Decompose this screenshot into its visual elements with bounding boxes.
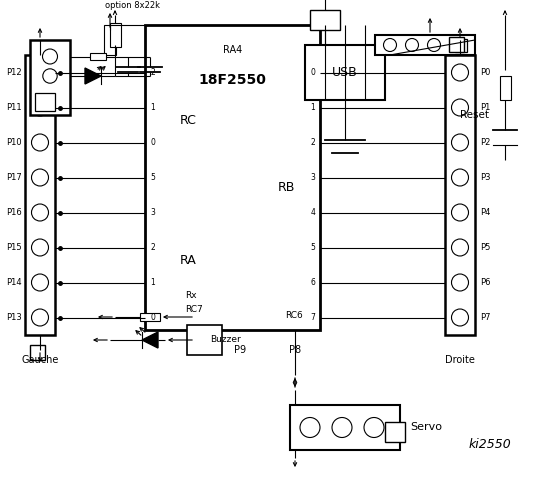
Bar [30,40,70,115]
Text: 1: 1 [150,278,155,287]
Text: Reset: Reset [460,110,489,120]
Text: 5: 5 [150,173,155,182]
Text: P17: P17 [6,173,22,182]
Circle shape [427,38,441,51]
Circle shape [300,418,320,437]
Circle shape [32,274,49,291]
Circle shape [405,38,419,51]
Bar [25,55,55,335]
Circle shape [32,239,49,256]
Text: 3: 3 [150,208,155,217]
Text: 0: 0 [310,68,315,77]
Text: P16: P16 [6,208,22,217]
Text: P4: P4 [480,208,491,217]
Circle shape [32,169,49,186]
Text: 1: 1 [310,103,315,112]
Bar [499,76,510,100]
Text: P5: P5 [480,243,491,252]
Polygon shape [142,332,158,348]
Text: RA: RA [180,253,197,266]
Circle shape [451,204,468,221]
Text: 2: 2 [150,243,155,252]
Text: Servo: Servo [410,422,442,432]
Circle shape [32,134,49,151]
Text: RB: RB [278,181,295,194]
Circle shape [451,239,468,256]
Text: RA4: RA4 [223,45,242,55]
Circle shape [32,204,49,221]
Bar [35,93,55,111]
Text: P12: P12 [7,68,22,77]
Text: P14: P14 [7,278,22,287]
Text: Gauche: Gauche [22,355,59,365]
Text: 3: 3 [310,173,315,182]
Text: Buzzer: Buzzer [210,335,241,344]
Bar [30,345,45,360]
Text: ki2550: ki2550 [468,439,512,452]
Circle shape [451,169,468,186]
Circle shape [451,309,468,326]
Text: option 8x22k: option 8x22k [105,1,160,10]
Circle shape [32,309,49,326]
Circle shape [43,69,57,83]
Text: 1: 1 [150,103,155,112]
Bar [310,10,340,30]
Text: P3: P3 [480,173,491,182]
Circle shape [451,99,468,116]
Circle shape [43,49,58,64]
Text: RC7: RC7 [185,305,203,314]
Text: RC6: RC6 [285,311,302,320]
Text: USB: USB [332,66,358,79]
Bar [305,45,385,100]
Text: P0: P0 [480,68,491,77]
Text: P2: P2 [480,138,491,147]
Text: P15: P15 [7,243,22,252]
Bar [140,313,160,321]
Circle shape [32,64,49,81]
Text: P9: P9 [234,345,246,355]
Bar [104,25,116,55]
Text: Rx: Rx [185,290,197,300]
Text: 2: 2 [310,138,315,147]
Text: 2: 2 [150,68,155,77]
Circle shape [32,99,49,116]
Text: 0: 0 [150,138,155,147]
Circle shape [451,274,468,291]
Bar [375,35,475,55]
Bar [145,25,320,330]
Text: 6: 6 [310,278,315,287]
Text: RC: RC [180,113,197,127]
Text: 5: 5 [310,243,315,252]
Bar [449,37,464,52]
Text: Droite: Droite [445,355,475,365]
Text: P1: P1 [480,103,491,112]
Text: 7: 7 [310,313,315,322]
Circle shape [451,134,468,151]
Text: P10: P10 [7,138,22,147]
Text: P13: P13 [6,313,22,322]
Bar [109,23,121,47]
Text: 4: 4 [310,208,315,217]
Bar [455,39,467,51]
Circle shape [332,418,352,437]
Polygon shape [85,68,101,84]
Bar [187,325,222,355]
Text: 18F2550: 18F2550 [199,73,267,87]
Text: P7: P7 [480,313,491,322]
Bar [290,405,400,450]
Bar [90,53,106,60]
Circle shape [451,64,468,81]
Text: P11: P11 [7,103,22,112]
Bar [385,422,405,442]
Text: P6: P6 [480,278,491,287]
Text: 0: 0 [150,313,155,322]
Circle shape [364,418,384,437]
Bar [445,55,475,335]
Text: P8: P8 [289,345,301,355]
Circle shape [383,38,397,51]
